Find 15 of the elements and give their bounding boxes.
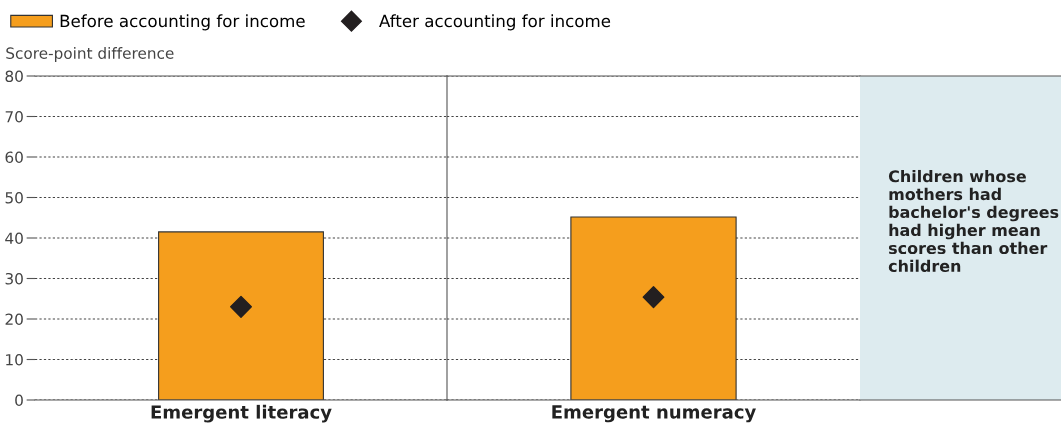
y-tick-label: 40 xyxy=(5,232,23,245)
y-tick-label: 20 xyxy=(5,313,23,326)
y-tick-label: 60 xyxy=(5,151,23,164)
y-tick-label: 10 xyxy=(6,353,23,366)
y-tick-label: 70 xyxy=(5,110,23,123)
y-axis-title: Score-point difference xyxy=(6,47,174,62)
text: Children whose mothers had bachelor's degrees had higher mean scores than other children xyxy=(888,169,1059,272)
y-tick-label: 50 xyxy=(5,191,23,204)
y-tick-label: 80 xyxy=(5,70,23,83)
x-tick-label: Emergent literacy xyxy=(151,404,332,423)
legend-label: After accounting for income xyxy=(379,14,611,31)
y-tick-label: 0 xyxy=(15,394,23,407)
y-tick-label: 30 xyxy=(5,272,23,285)
x-tick-label: Emergent numeracy xyxy=(552,405,756,423)
legend-label: Before accounting for income xyxy=(60,14,305,31)
